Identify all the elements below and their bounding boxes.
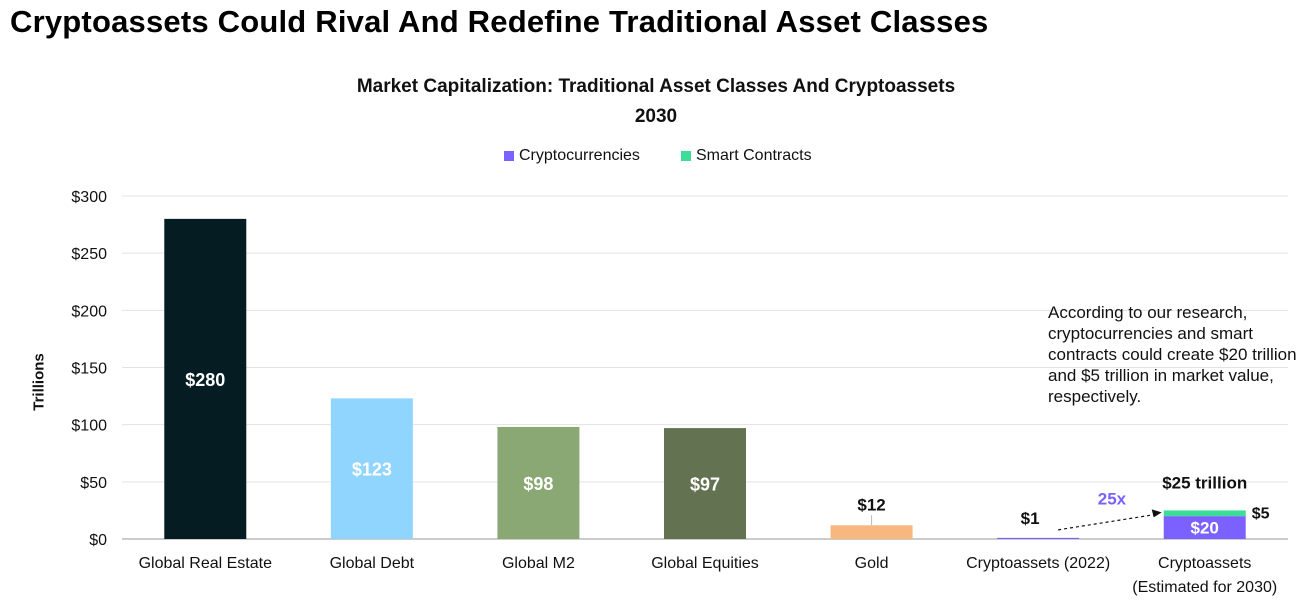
bar-smart-contracts: [1163, 510, 1246, 517]
growth-label: 25x: [1098, 489, 1127, 508]
y-tick-label: $250: [71, 246, 107, 263]
bar: [664, 428, 746, 539]
x-tick-label: Cryptoassets (2022): [966, 555, 1110, 572]
data-label: $5: [1252, 505, 1270, 522]
x-tick-sublabel: (Estimated for 2030): [1132, 579, 1277, 596]
x-tick-label: Gold: [855, 555, 889, 572]
research-annotation: According to our research, cryptocurrenc…: [1048, 303, 1297, 406]
y-tick-label: $0: [89, 532, 107, 549]
x-tick-label: Cryptoassets: [1158, 555, 1251, 572]
data-label: $97: [690, 475, 720, 495]
x-tick-label: Global Debt: [330, 555, 415, 572]
y-tick-label: $50: [80, 475, 107, 492]
y-tick-label: $300: [71, 189, 107, 206]
y-tick-label: $100: [71, 418, 107, 435]
bar: [330, 398, 413, 539]
data-label: $12: [857, 495, 885, 514]
bar: [164, 218, 247, 539]
y-tick-label: $200: [71, 303, 107, 320]
legend-swatch-cryptocurrencies: [504, 151, 514, 161]
chart-subtitle: 2030: [634, 106, 678, 127]
legend-item-smart-contracts: Smart Contracts: [681, 147, 812, 165]
bar: [830, 525, 913, 539]
total-label: $25 trillion: [1162, 473, 1247, 492]
data-label: $98: [523, 474, 553, 494]
legend-label-smart-contracts: Smart Contracts: [696, 147, 812, 164]
data-label: $20: [1191, 519, 1219, 538]
data-label: $123: [352, 460, 392, 480]
bar: [497, 426, 580, 539]
x-tick-label: Global M2: [502, 555, 575, 572]
x-tick-label: Global Real Estate: [139, 555, 273, 572]
legend-item-cryptocurrencies: Cryptocurrencies: [504, 147, 640, 165]
x-tick-label: Global Equities: [651, 555, 759, 572]
legend-swatch-smart-contracts: [681, 151, 691, 161]
growth-arrow-line: [1058, 513, 1156, 531]
chart-title: Market Capitalization: Traditional Asset…: [356, 76, 956, 97]
bar-cryptocurrencies: [1163, 516, 1246, 539]
data-label: $280: [185, 370, 225, 390]
legend-label-cryptocurrencies: Cryptocurrencies: [519, 147, 640, 164]
growth-arrow-head: [1151, 509, 1162, 518]
data-label: $1: [1021, 509, 1040, 528]
bar: [997, 537, 1080, 539]
headline: Cryptoassets Could Rival And Redefine Tr…: [10, 4, 989, 39]
y-tick-label: $150: [71, 361, 107, 378]
